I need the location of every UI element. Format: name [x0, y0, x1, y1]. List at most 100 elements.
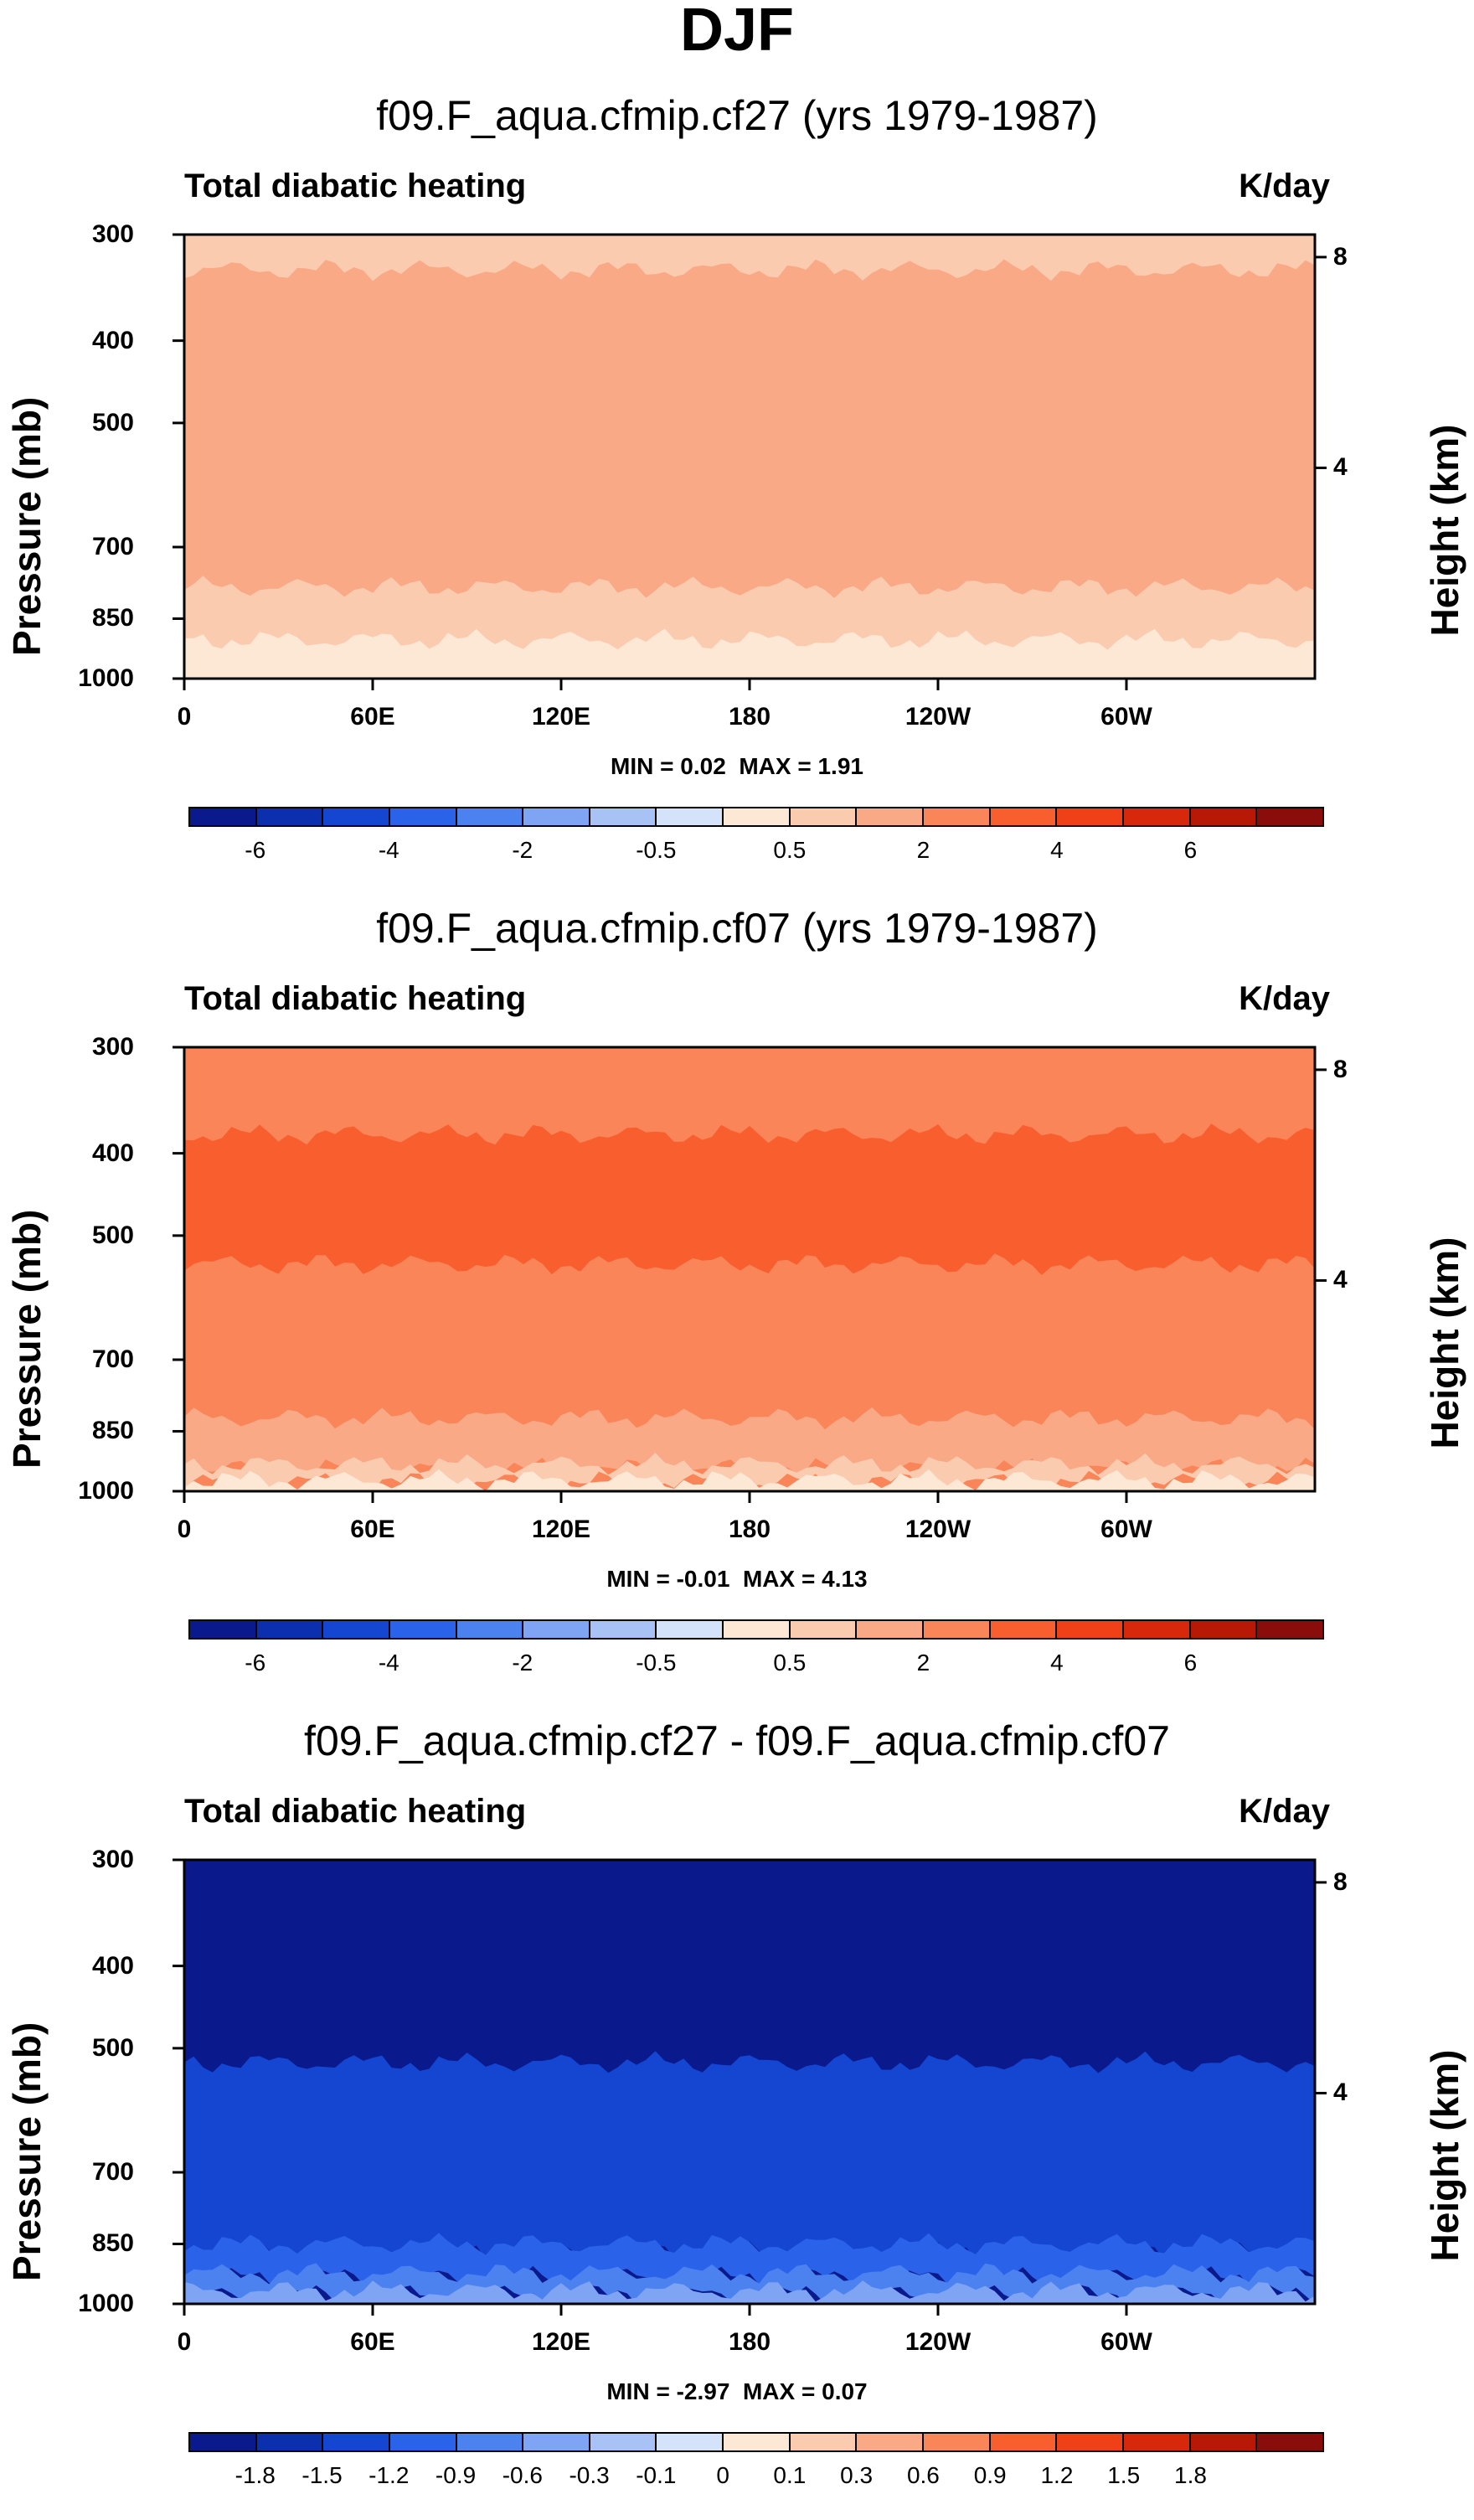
- x-tick-label: 60W: [1100, 2328, 1152, 2356]
- colorbar-box: [1257, 1621, 1322, 1638]
- colorbar-box: [523, 808, 590, 825]
- heatmap-plot: [173, 1858, 1327, 2316]
- colorbar-label: 0.9: [973, 2462, 1007, 2488]
- colorbar-box: [1057, 2434, 1124, 2450]
- y-tick-label: 500: [91, 2033, 134, 2062]
- y-tick-label: 1000: [78, 664, 134, 692]
- y-tick-label: 400: [91, 1951, 134, 1980]
- min-max-readout: MIN = 0.02 MAX = 1.91: [0, 754, 1474, 779]
- x-tick-label: 120E: [531, 703, 591, 731]
- x-tick-label: 180: [728, 2328, 771, 2356]
- colorbar-label: 1.2: [1040, 2462, 1074, 2488]
- colorbar-label: 2: [916, 1650, 930, 1676]
- variable-label: Total diabatic heating: [184, 980, 527, 1017]
- colorbar-box: [657, 1621, 724, 1638]
- min-value: -2.97: [676, 2378, 730, 2404]
- colorbar-box: [1190, 1621, 1258, 1638]
- colorbar-box: [323, 1621, 390, 1638]
- variable-label: Total diabatic heating: [184, 1793, 527, 1830]
- colorbar-box: [657, 808, 724, 825]
- y-tick-label: 500: [91, 408, 134, 436]
- heatmap-plot: [173, 233, 1327, 690]
- colorbar-label: 4: [1050, 1650, 1064, 1676]
- colorbar-box: [256, 808, 324, 825]
- colorbar-box: [1190, 2434, 1258, 2450]
- panel-title: f09.F_aqua.cfmip.cf27 (yrs 1979-1987): [376, 92, 1098, 139]
- x-tick-label: 120W: [904, 1516, 972, 1543]
- units-label: K/day: [1239, 980, 1330, 1017]
- colorbar-box: [857, 2434, 925, 2450]
- colorbar-box: [256, 2434, 324, 2450]
- y-tick-label: 400: [91, 1139, 134, 1167]
- colorbar-box: [924, 1621, 991, 1638]
- colorbar-box: [456, 1621, 524, 1638]
- min-label: MIN =: [611, 753, 681, 779]
- colorbar-box: [790, 808, 858, 825]
- colorbar: [188, 807, 1324, 827]
- x-tick-label: 0: [177, 1516, 192, 1543]
- x-tick-label: 120E: [531, 1516, 591, 1543]
- colorbar-box: [724, 2434, 791, 2450]
- colorbar-label: -2: [512, 1650, 533, 1676]
- y-tick-label: 700: [91, 2157, 134, 2186]
- colorbar-box: [990, 1621, 1058, 1638]
- colorbar-label: 6: [1183, 837, 1198, 863]
- colorbar-label: 0.5: [773, 1650, 807, 1676]
- colorbar-box: [790, 2434, 858, 2450]
- contour-band: [184, 628, 1315, 679]
- colorbar-label: 1.8: [1174, 2462, 1207, 2488]
- colorbar-label: -0.5: [636, 1650, 677, 1676]
- y-tick-label: 300: [91, 1033, 134, 1061]
- x-tick-label: 120E: [531, 2328, 591, 2356]
- panel-2: f09.F_aqua.cfmip.cf07 (yrs 1979-1987) To…: [0, 903, 1474, 1707]
- y-tick-label: 400: [91, 326, 134, 354]
- min-label: MIN =: [606, 1566, 677, 1592]
- units-label: K/day: [1239, 168, 1330, 204]
- x-tick-label: 60E: [350, 2328, 395, 2356]
- colorbar-box: [1057, 808, 1124, 825]
- colorbar-label: -1.8: [234, 2462, 276, 2488]
- colorbar-box: [857, 1621, 925, 1638]
- units-label: K/day: [1239, 1793, 1330, 1830]
- y-tick-label: 1000: [78, 1477, 134, 1505]
- contour-band: [184, 576, 1315, 656]
- colorbar-label: -0.5: [636, 837, 677, 863]
- colorbar-box: [1257, 808, 1322, 825]
- colorbar-box: [190, 2434, 257, 2450]
- colorbar-box: [523, 2434, 590, 2450]
- contour-band: [184, 2280, 1315, 2304]
- colorbar-box: [657, 2434, 724, 2450]
- colorbar-box: [590, 2434, 657, 2450]
- colorbar-label: 2: [916, 837, 930, 863]
- colorbar-box: [389, 808, 457, 825]
- colorbar-label: 0: [716, 2462, 729, 2488]
- colorbar-label: -0.9: [435, 2462, 477, 2488]
- y2-axis-title: Height (km): [1423, 1237, 1466, 1449]
- colorbar-box: [924, 808, 991, 825]
- colorbar-label: 1.5: [1107, 2462, 1141, 2488]
- panel-title: f09.F_aqua.cfmip.cf07 (yrs 1979-1987): [376, 905, 1098, 952]
- colorbar-box: [1190, 808, 1258, 825]
- colorbar-box: [190, 808, 257, 825]
- colorbar-label: 0.1: [773, 2462, 807, 2488]
- colorbar-box: [523, 1621, 590, 1638]
- colorbar-box: [1057, 1621, 1124, 1638]
- colorbar-label: 0.6: [906, 2462, 940, 2488]
- contour-band: [184, 1253, 1315, 1438]
- min-label: MIN =: [606, 2378, 677, 2404]
- colorbar-box: [1257, 2434, 1322, 2450]
- colorbar-label: -2: [512, 837, 533, 863]
- colorbar-label: 6: [1183, 1650, 1198, 1676]
- y-tick-label: 850: [91, 2229, 134, 2258]
- panel-title: f09.F_aqua.cfmip.cf27 - f09.F_aqua.cfmip…: [304, 1717, 1170, 1764]
- x-tick-label: 60W: [1100, 703, 1152, 731]
- x-tick-label: 60E: [350, 1516, 395, 1543]
- colorbar-box: [389, 2434, 457, 2450]
- panel-1: f09.F_aqua.cfmip.cf27 (yrs 1979-1987) To…: [0, 90, 1474, 895]
- y-tick-label: 700: [91, 1345, 134, 1373]
- max-value: 0.07: [822, 2378, 868, 2404]
- x-tick-label: 60E: [350, 703, 395, 731]
- max-label: MAX =: [742, 2378, 822, 2404]
- x-tick-label: 180: [728, 703, 771, 731]
- colorbar-label: 4: [1050, 837, 1064, 863]
